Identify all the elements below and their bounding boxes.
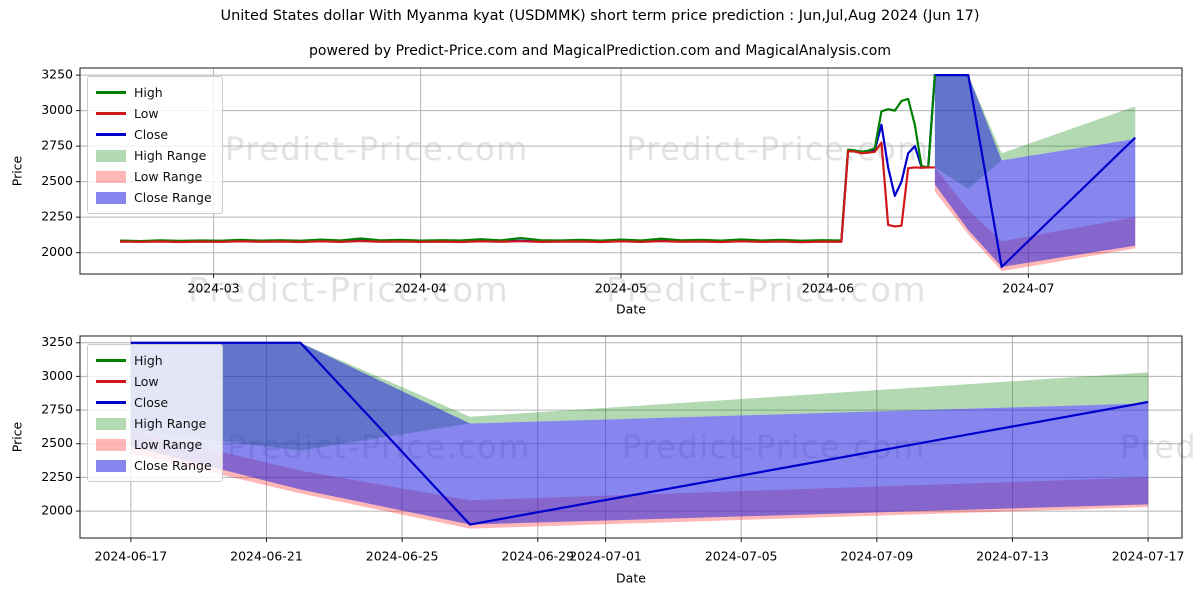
page-title: United States dollar With Myanma kyat (U…	[220, 8, 980, 24]
y-tick-label: 2500	[41, 435, 73, 450]
high-line	[120, 75, 936, 243]
legend-label: Low Range	[134, 437, 203, 452]
legend-label: High	[134, 85, 163, 100]
legend-fill-swatch	[96, 417, 126, 430]
x-tick-label: 2024-07-05	[705, 549, 778, 564]
legend-item-high: High	[96, 82, 212, 103]
overview-subplot: Predict-Price.com Predict-Price.comPredic…	[10, 67, 1183, 317]
legend-item-close-range: Close Range	[96, 187, 212, 208]
axes-spines	[79, 335, 1183, 539]
y-tick-label: 2750	[41, 138, 73, 153]
legend-label: High Range	[134, 416, 207, 431]
legend-fill-swatch	[96, 149, 126, 162]
y-axis-label: Price	[10, 421, 25, 452]
x-tick-label: 2024-07-01	[569, 549, 642, 564]
y-axis-label: Price	[10, 155, 25, 186]
legend-line-swatch	[96, 359, 126, 362]
legend-label: Low	[134, 106, 159, 121]
x-tick-label: 2024-07-09	[841, 549, 914, 564]
legend-label: Close Range	[134, 190, 212, 205]
y-tick-label: 2250	[41, 469, 73, 484]
close-range-band	[934, 75, 1136, 267]
y-tick-label: 3000	[41, 102, 73, 117]
x-tick-label: 2024-04	[395, 281, 447, 296]
legend-fill-swatch	[96, 170, 126, 183]
forecast-subplot: Predict-Price.comPredict-Price.comPredic…	[10, 334, 1200, 585]
x-tick-label: 2024-03	[187, 281, 239, 296]
y-tick-label: 2000	[41, 244, 73, 259]
x-tick-label: 2024-05	[595, 281, 647, 296]
legend-label: Low Range	[134, 169, 203, 184]
legend-item-low-range: Low Range	[96, 166, 212, 187]
legend-item-low: Low	[96, 371, 212, 392]
legend-item-low: Low	[96, 103, 212, 124]
x-tick-label: 2024-07-17	[1112, 549, 1185, 564]
legend-label: Close Range	[134, 458, 212, 473]
x-axis-label: Date	[616, 302, 646, 317]
legend-item-close: Close	[96, 124, 212, 145]
legend-item-close-range: Close Range	[96, 455, 212, 476]
y-tick-label: 2750	[41, 402, 73, 417]
legend-line-swatch	[96, 380, 126, 383]
forecast-legend: High Low Close High Range Low Range Close Ran…	[87, 344, 223, 482]
watermark-text: Predict-Price.com	[188, 271, 509, 311]
watermark-text: Predict-Price.com	[225, 130, 529, 168]
legend-item-low-range: Low Range	[96, 434, 212, 455]
x-tick-label: 2024-07-13	[976, 549, 1049, 564]
y-tick-label: 3250	[41, 67, 73, 82]
legend-label: High Range	[134, 148, 207, 163]
axes-spines	[79, 67, 1183, 275]
legend-label: Close	[134, 127, 169, 142]
x-tick-label: 2024-06-29	[501, 549, 574, 564]
y-tick-label: 2500	[41, 173, 73, 188]
legend-line-swatch	[96, 112, 126, 115]
y-tick-label: 2250	[41, 209, 73, 224]
y-tick-label: 2000	[41, 503, 73, 518]
x-tick-label: 2024-06	[802, 281, 854, 296]
legend-item-close: Close	[96, 392, 212, 413]
legend-label: Low	[134, 374, 159, 389]
x-tick-label: 2024-07	[1002, 281, 1054, 296]
legend-item-high-range: High Range	[96, 413, 212, 434]
y-tick-label: 3250	[41, 334, 73, 349]
legend-fill-swatch	[96, 191, 126, 204]
legend-line-swatch	[96, 133, 126, 136]
x-axis-label: Date	[616, 571, 646, 586]
y-tick-label: 3000	[41, 368, 73, 383]
x-tick-label: 2024-06-17	[95, 549, 168, 564]
legend-item-high: High	[96, 350, 212, 371]
overview-legend: High Low Close High Range Low Range Close Ran…	[87, 76, 223, 214]
close-line	[130, 341, 1149, 526]
watermark-text: -Predict-Price.com	[592, 271, 927, 311]
legend-label: High	[134, 353, 163, 368]
legend-fill-swatch	[96, 459, 126, 472]
x-tick-label: 2024-06-21	[230, 549, 303, 564]
low-line	[120, 141, 935, 244]
legend-item-high-range: High Range	[96, 145, 212, 166]
legend-fill-swatch	[96, 438, 126, 451]
page-subtitle: powered by Predict-Price.com and Magical…	[309, 43, 891, 59]
close-range-band	[130, 342, 1149, 525]
legend-label: Close	[134, 395, 169, 410]
legend-line-swatch	[96, 91, 126, 94]
x-tick-label: 2024-06-25	[366, 549, 439, 564]
legend-line-swatch	[96, 401, 126, 404]
